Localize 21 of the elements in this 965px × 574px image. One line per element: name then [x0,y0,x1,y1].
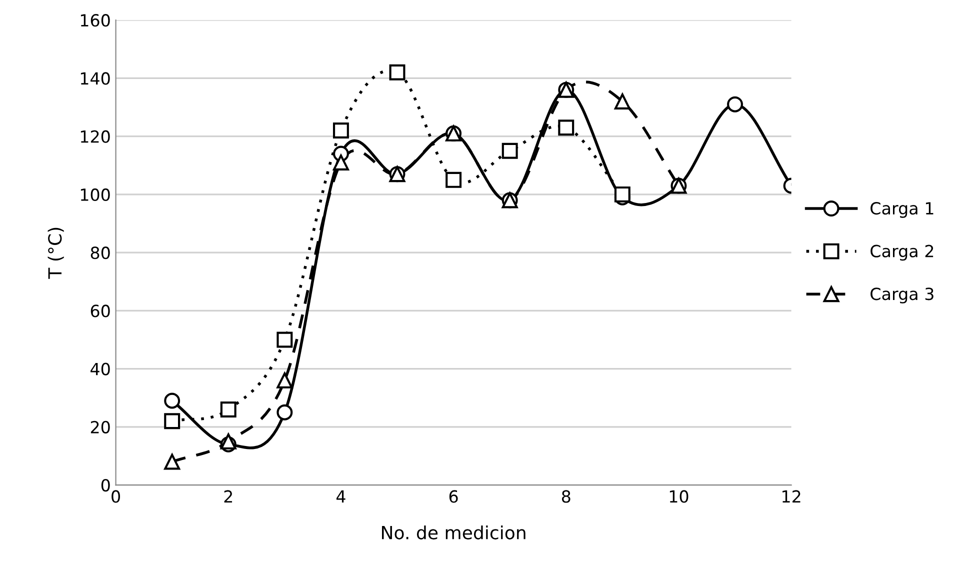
legend-label: Carga 1 [870,202,934,218]
x-tick-label: 2 [224,490,232,503]
x-tick-label: 12 [782,490,800,503]
y-tick-label: 20 [90,420,110,434]
x-tick-label: 10 [670,490,688,503]
legend-label: Carga 3 [870,288,934,304]
y-tick-label: 160 [80,14,110,27]
x-tick-label: 4 [336,490,346,503]
x-tick-label: 6 [449,490,458,503]
y-tick-label: 140 [80,72,110,85]
x-axis-title: No. de medicion [382,525,526,540]
y-tick-label: 40 [90,362,110,376]
x-tick-label: 8 [562,490,570,503]
y-axis-title: T (°C) [48,228,64,279]
x-tick-label: 0 [112,490,120,503]
y-tick-label: 100 [80,188,110,202]
legend-label: Carga 2 [870,244,934,261]
y-tick-label: 0 [101,478,110,492]
y-tick-label: 80 [90,246,110,260]
y-tick-label: 120 [80,130,110,143]
y-tick-label: 60 [90,304,110,318]
